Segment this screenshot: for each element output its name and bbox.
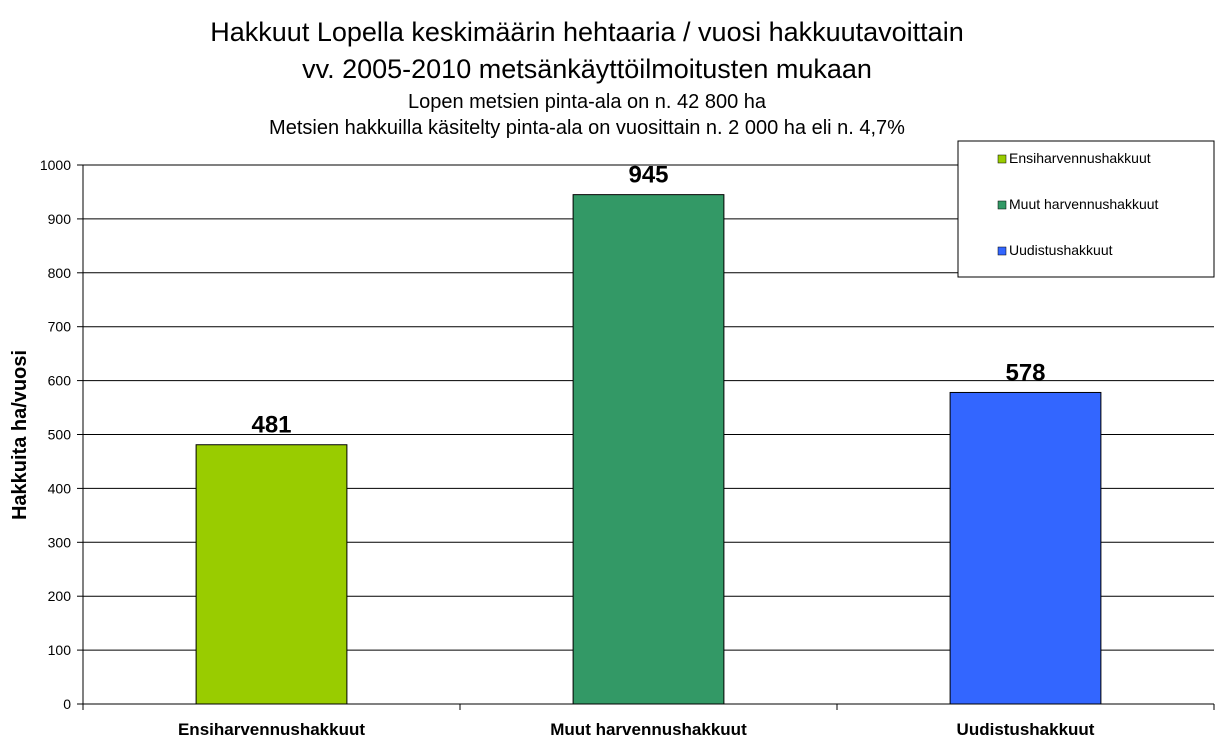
y-axis-title: Hakkuita ha/vuosi	[9, 350, 31, 520]
data-label-2: 945	[628, 162, 668, 189]
legend-swatch-1	[997, 154, 1007, 164]
y-tick-label: 900	[48, 211, 72, 227]
y-tick-label: 100	[48, 642, 72, 658]
legend-label-1: Ensiharvennushakkuut	[1009, 150, 1151, 166]
y-tick-label: 400	[48, 480, 72, 496]
chart-subtitle: Lopen metsien pinta-ala on n. 42 800 ha	[408, 91, 767, 113]
y-tick-label: 1000	[40, 157, 71, 173]
legend-label-3: Uudistushakkuut	[1009, 242, 1113, 258]
bar-2	[572, 194, 725, 705]
legend-swatch-2	[997, 200, 1007, 210]
y-tick-label: 300	[48, 534, 72, 550]
x-category-label-1: Ensiharvennushakkuut	[178, 720, 365, 739]
legend-label-2: Muut harvennushakkuut	[1009, 196, 1159, 212]
bar-1	[195, 444, 348, 705]
legend-swatch-3	[997, 246, 1007, 256]
y-tick-label: 500	[48, 427, 72, 443]
legend: Ensiharvennushakkuut Muut harvennushakkuu…	[957, 140, 1215, 278]
y-tick-labels: 0 100 200 300 400 500 600 700 800 900 1000	[40, 157, 71, 712]
y-tick-label: 700	[48, 319, 72, 335]
y-tick-label: 600	[48, 373, 72, 389]
data-label-3: 578	[1005, 359, 1045, 386]
y-tick-label: 200	[48, 588, 72, 604]
data-label-1: 481	[251, 412, 291, 439]
x-category-label-2: Muut harvennushakkuut	[550, 720, 747, 739]
data-labels: 481 945 578	[251, 162, 1045, 439]
chart-subtitle-line2: Metsien hakkuilla käsitelty pinta-ala on…	[269, 117, 905, 139]
axes	[77, 164, 1215, 710]
chart-title: Hakkuut Lopella keskimäärin hehtaaria / …	[210, 17, 963, 47]
bar-3	[949, 391, 1102, 705]
y-tick-label: 0	[63, 696, 71, 712]
x-category-label-3: Uudistushakkuut	[957, 720, 1095, 739]
y-tick-label: 800	[48, 265, 72, 281]
x-category-labels: Ensiharvennushakkuut Muut harvennushakkuu…	[178, 720, 1095, 739]
chart-title-line2: vv. 2005-2010 metsänkäyttöilmoitusten mu…	[302, 54, 872, 84]
